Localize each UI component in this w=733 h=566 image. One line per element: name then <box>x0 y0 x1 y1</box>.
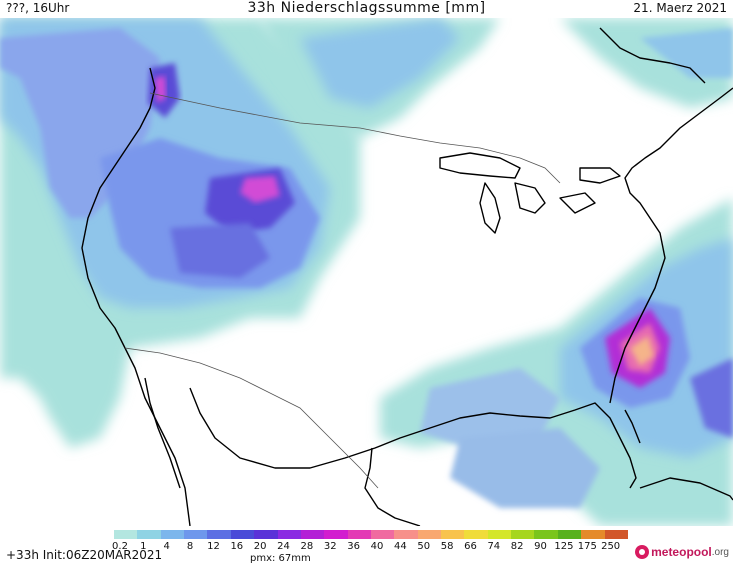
scale-label: 32 <box>323 541 337 552</box>
scale-swatch <box>300 530 325 539</box>
scale-swatch <box>581 530 605 539</box>
scale-swatch <box>184 530 208 539</box>
scale-swatch <box>277 530 301 539</box>
meteopool-logo: meteopool .org <box>635 545 729 559</box>
logo-icon <box>635 545 650 559</box>
scale-label: 44 <box>393 541 407 552</box>
scale-label: 8 <box>186 541 194 552</box>
scale-swatch <box>324 530 348 539</box>
scale-swatch <box>604 530 628 539</box>
scale-label: 175 <box>577 541 597 552</box>
precip-southeast <box>380 198 733 526</box>
scale-label: 28 <box>300 541 314 552</box>
scale-label: 250 <box>601 541 621 552</box>
scale-label: 0.2 <box>112 541 128 552</box>
scale-label: 24 <box>277 541 290 552</box>
scale-swatch <box>417 530 442 539</box>
valid-time-label: ???, 16Uhr <box>6 1 70 15</box>
logo-name: meteopool <box>651 545 712 559</box>
map-title: 33h Niederschlagssumme [mm] <box>247 0 486 16</box>
scale-swatch <box>441 530 465 539</box>
scale-label: 74 <box>487 541 501 552</box>
scale-label: 36 <box>347 541 360 552</box>
scale-swatch <box>464 530 488 539</box>
precipitation-map <box>0 18 733 526</box>
scale-label: 12 <box>207 541 220 552</box>
scale-label: 4 <box>163 541 170 552</box>
scale-label: 20 <box>253 541 267 552</box>
date-label: 21. Maerz 2021 <box>633 1 727 15</box>
scale-swatch <box>394 530 418 539</box>
scale-label: 1 <box>140 541 147 552</box>
scale-label: 16 <box>230 541 244 552</box>
scale-swatch <box>487 530 512 539</box>
scale-swatch <box>254 530 278 539</box>
header: ???, 16Uhr 33h Niederschlagssumme [mm] 2… <box>0 0 733 18</box>
scale-swatch <box>534 530 558 539</box>
scale-label: 82 <box>510 541 524 552</box>
footer: 0.2 1 4 8 12 16 20 24 28 32 36 40 44 50 58 66 74 82 90 125 1… <box>0 526 733 566</box>
scale-swatch <box>160 530 185 539</box>
scale-label: 125 <box>554 541 574 552</box>
scale-label: 66 <box>464 541 477 552</box>
scale-swatch <box>137 530 161 539</box>
scale-swatch <box>207 530 231 539</box>
init-time-label: +33h Init:06Z20MAR2021 <box>6 548 163 562</box>
scale-swatch <box>370 530 395 539</box>
scale-label: 58 <box>440 541 454 552</box>
scale-swatch <box>230 530 255 539</box>
scale-label: 50 <box>417 541 431 552</box>
precip-west <box>0 18 360 448</box>
scale-swatch <box>347 530 371 539</box>
borders <box>124 92 561 489</box>
scale-swatch <box>557 530 582 539</box>
scale-label: 90 <box>534 541 547 552</box>
max-precip-label: pmx: 67mm <box>250 553 311 564</box>
precip-north <box>260 18 733 138</box>
color-scale-labels: 0.2 1 4 8 12 16 20 24 28 32 36 40 44 50 58 66 74 82 90 125 1… <box>112 541 634 553</box>
coastlines <box>81 27 733 526</box>
logo-tld: .org <box>711 546 729 558</box>
scale-swatch <box>511 530 535 539</box>
scale-label: 40 <box>370 541 384 552</box>
scale-swatch <box>114 530 138 539</box>
color-scale <box>114 530 628 539</box>
